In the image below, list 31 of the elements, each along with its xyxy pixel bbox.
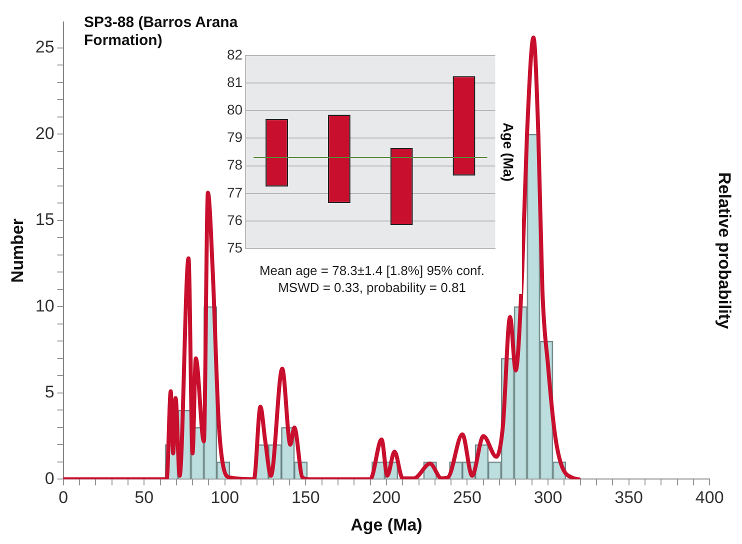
y-tick-label: 76: [226, 212, 243, 228]
y-tick-label: 80: [226, 101, 243, 118]
y-tick-label: 81: [226, 74, 243, 90]
x-tick-label: 300: [534, 488, 562, 508]
x-tick-label: 350: [614, 488, 643, 508]
annotation: MSWD = 0.33, probability = 0.81: [277, 279, 467, 296]
y-tick-label: 79: [226, 129, 243, 146]
y-tick-label: 25: [35, 38, 54, 57]
annotation: Mean age = 78.3±1.4 [1.8%] 95% conf.: [258, 262, 486, 279]
chart-title: SP3-88 (Barros Arana Formation): [84, 14, 238, 49]
x-tick-label: 0: [58, 488, 68, 508]
y-tick-label: 20: [35, 124, 54, 143]
x-tick-label: 150: [291, 488, 320, 508]
y-tick-label: 0: [44, 468, 54, 488]
y-tick-label: 82: [226, 46, 243, 62]
y-tick-label: 5: [44, 382, 54, 402]
y-tick-label: 10: [35, 296, 54, 316]
x-axis-title: Age (Ma): [350, 515, 422, 534]
x-tick-label: 200: [372, 488, 401, 508]
x-tick-label: 100: [210, 488, 240, 508]
x-tick-label: 50: [134, 488, 154, 508]
y-tick-label: 15: [35, 210, 54, 230]
y-tick-label: 77: [226, 184, 243, 200]
y-axis-title: Number: [8, 218, 27, 283]
x-tick-label: 400: [695, 488, 724, 508]
y2-axis-title: Relative probability: [715, 172, 734, 330]
line-series: [63, 36, 581, 480]
y-tick-label: 78: [226, 156, 243, 173]
y-axis-title: Age (Ma): [500, 122, 517, 182]
x-tick-label: 250: [453, 488, 482, 508]
y-tick-label: 75: [226, 239, 243, 256]
